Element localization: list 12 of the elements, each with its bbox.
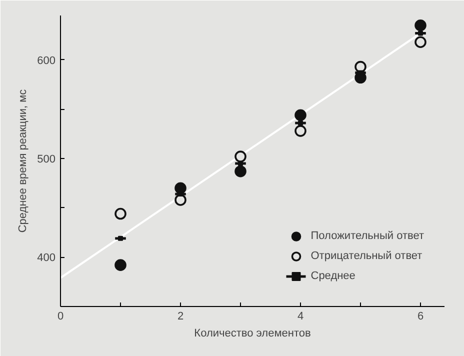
x-tick-label: 4 bbox=[297, 310, 304, 322]
legend-label: Положительный ответ bbox=[310, 230, 424, 242]
x-tick-label: 6 bbox=[417, 310, 424, 322]
x-tick-label: 2 bbox=[177, 310, 184, 322]
x-axis-title: Количество элементов bbox=[194, 328, 311, 340]
x-tick-label: 0 bbox=[57, 310, 64, 322]
legend-label: Отрицательный ответ bbox=[310, 250, 422, 262]
y-axis-title: Среднее время реакции, мс bbox=[17, 88, 30, 233]
y-tick-label: 400 bbox=[37, 252, 56, 264]
y-tick-label: 600 bbox=[37, 54, 56, 67]
y-tick-label: 500 bbox=[37, 154, 56, 166]
legend-label: Среднее bbox=[310, 270, 356, 282]
